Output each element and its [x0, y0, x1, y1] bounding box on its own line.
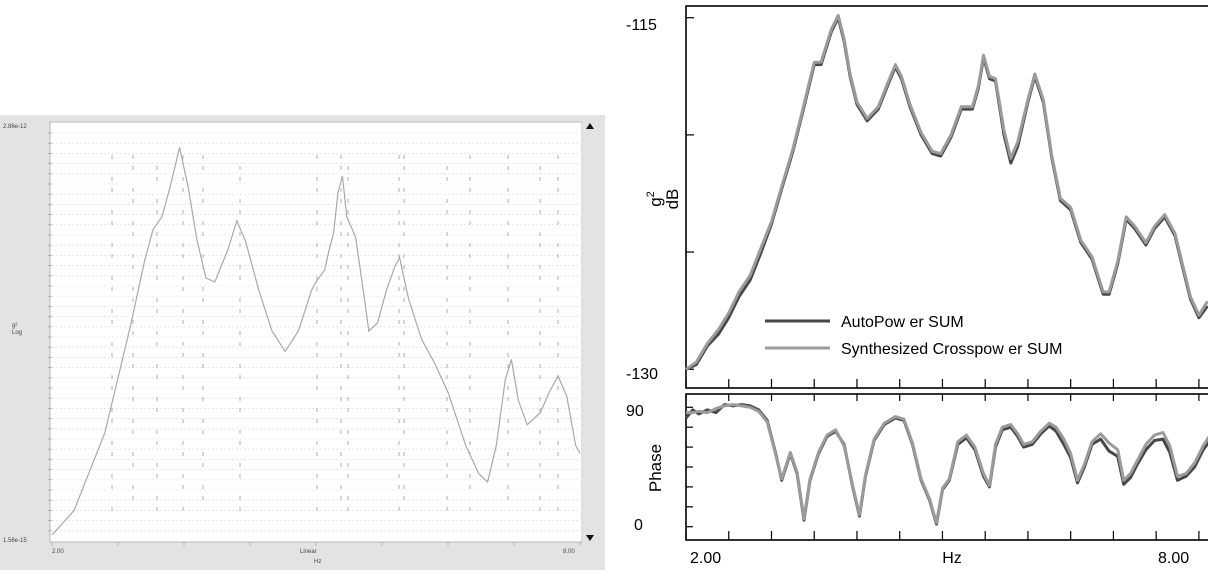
mag-y-tick-label-bottom: -130 — [626, 366, 658, 383]
magnitude-series-group — [685, 13, 1208, 371]
x-tick-label-start: 2.00 — [690, 550, 721, 567]
magnitude-series-crosspower — [685, 13, 1208, 371]
mag-y-axis-label-text: g2 dB — [645, 189, 682, 210]
phase-series-autopower — [684, 403, 1208, 526]
magnitude-plot-frame — [685, 5, 1208, 389]
right-chart-panel: -115 -130 g2 dB 90 0 Phase 2.00 Hz 8.00 A… — [610, 0, 1208, 573]
legend-label-autopower: AutoPow er SUM — [841, 314, 964, 331]
left-y-bottom-label: 1.56e-15 — [3, 538, 27, 544]
right-chart-ticks — [685, 17, 1200, 540]
left-chart-scrollbar-track[interactable] — [582, 122, 598, 542]
left-y-axis-label-line: Log — [12, 330, 22, 336]
left-x-axis-label: Hz — [314, 559, 321, 565]
x-axis-label: Hz — [942, 550, 962, 567]
triangle-down-icon[interactable] — [586, 535, 594, 541]
left-chart-panel: 2.86e-12 1.56e-15 g² Log 2.00 Linear 8.00… — [0, 115, 605, 570]
mag-y-tick-label-top: -115 — [626, 17, 657, 34]
left-chart-mode-markers — [111, 155, 559, 511]
legend-label-crosspower: Synthesized Crosspow er SUM — [841, 341, 1062, 358]
left-x-mid-label: Linear — [300, 549, 317, 555]
triangle-up-icon[interactable] — [586, 123, 594, 129]
phase-y-tick-label-bottom: 0 — [634, 517, 643, 534]
left-x-end-label: 8.00 — [563, 549, 575, 555]
left-y-axis-label-line: g² — [12, 323, 17, 329]
left-chart-plot-area — [49, 121, 583, 543]
left-chart-curve — [51, 147, 581, 536]
right-chart-svg: -115 -130 g2 dB 90 0 Phase 2.00 Hz 8.00 A… — [626, 5, 1208, 567]
mag-ylabel-unit: g — [646, 197, 665, 206]
phase-series-group — [684, 403, 1208, 526]
left-chart-svg: 2.86e-12 1.56e-15 g² Log 2.00 Linear 8.00… — [0, 115, 605, 570]
mag-y-axis-label: g2 dB — [645, 189, 682, 210]
mag-ylabel-db: dB — [663, 189, 682, 210]
x-tick-label-end: 8.00 — [1158, 550, 1189, 567]
phase-y-tick-label-top: 90 — [626, 403, 644, 420]
phase-y-axis-label: Phase — [646, 444, 665, 492]
left-y-top-label: 2.86e-12 — [3, 124, 27, 130]
chart-legend: AutoPow er SUM Synthesized Crosspow er S… — [765, 314, 1062, 358]
mag-ylabel-exponent: 2 — [645, 191, 657, 197]
left-x-start-label: 2.00 — [52, 549, 64, 555]
left-y-axis-label: g² Log — [12, 323, 22, 336]
left-chart-gridlines — [48, 132, 581, 546]
phase-series-crosspower — [686, 403, 1208, 525]
